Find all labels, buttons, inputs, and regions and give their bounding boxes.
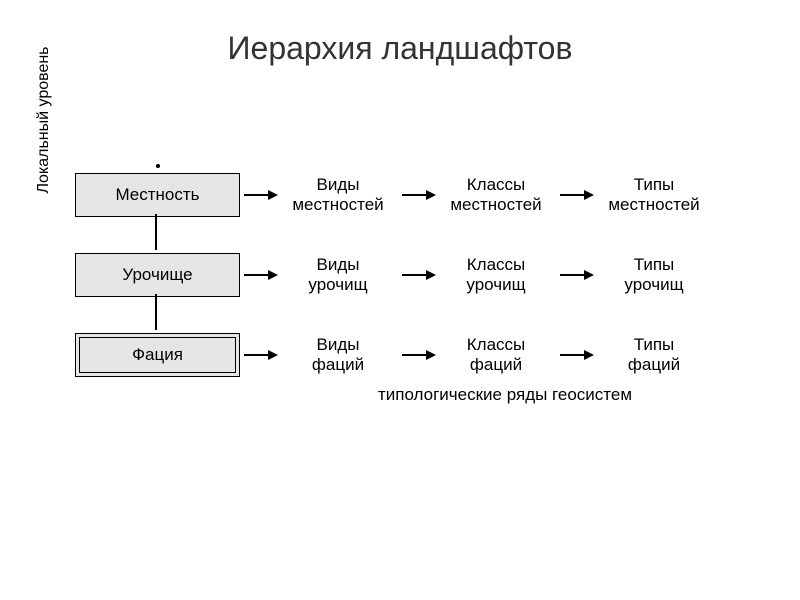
arrow-right-icon: [398, 348, 436, 362]
vertical-connector: [155, 214, 157, 250]
level-box-locality: Местность: [75, 173, 240, 217]
level-box-urochische: Урочище: [75, 253, 240, 297]
hierarchy-row: Местность Виды местностей Классы местнос…: [75, 170, 714, 220]
typology-cell: Виды местностей: [278, 175, 398, 216]
arrow-right-icon: [240, 348, 278, 362]
box-label: Урочище: [122, 265, 192, 285]
typology-cell: Классы фаций: [436, 335, 556, 376]
typology-cell: Виды фаций: [278, 335, 398, 376]
vertical-axis-label: Локальный уровень: [35, 30, 53, 210]
page-title: Иерархия ландшафтов: [0, 0, 800, 67]
hierarchy-row: Фация Виды фаций Классы фаций Типы фаций: [75, 330, 714, 380]
typology-cell: Классы местностей: [436, 175, 556, 216]
box-label: Местность: [115, 185, 199, 205]
dot-icon: [156, 164, 160, 168]
arrow-right-icon: [556, 348, 594, 362]
level-box-facia: Фация: [75, 333, 240, 377]
arrow-right-icon: [556, 268, 594, 282]
arrow-right-icon: [398, 188, 436, 202]
bottom-caption: типологические ряды геосистем: [280, 385, 730, 405]
typology-cell: Типы местностей: [594, 175, 714, 216]
vertical-connector: [155, 294, 157, 330]
arrow-right-icon: [398, 268, 436, 282]
typology-cell: Классы урочищ: [436, 255, 556, 296]
arrow-right-icon: [240, 268, 278, 282]
arrow-right-icon: [240, 188, 278, 202]
typology-cell: Виды урочищ: [278, 255, 398, 296]
typology-cell: Типы фаций: [594, 335, 714, 376]
box-label: Фация: [132, 345, 183, 365]
typology-cell: Типы урочищ: [594, 255, 714, 296]
hierarchy-row: Урочище Виды урочищ Классы урочищ Типы у…: [75, 250, 714, 300]
diagram: Локальный уровень Местность Виды местнос…: [30, 150, 770, 450]
arrow-right-icon: [556, 188, 594, 202]
